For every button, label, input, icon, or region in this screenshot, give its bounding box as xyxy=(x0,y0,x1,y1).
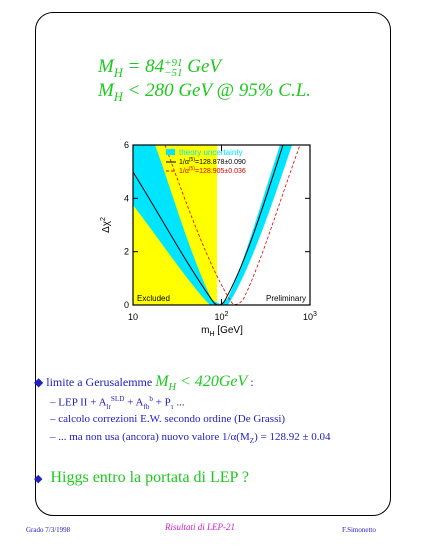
lb-a: 1/α xyxy=(179,159,189,166)
y-tick-label: 2 xyxy=(124,247,129,257)
xl-m: m xyxy=(201,325,209,336)
excluded-label: Excluded xyxy=(137,294,170,303)
bullet-2: ◆ Higgs entro la portata di LEP ? xyxy=(34,469,249,486)
sub-line-part: – calcolo correzioni E.W. secondo ordine… xyxy=(50,413,286,425)
yl-sup: 2 xyxy=(100,217,107,221)
b2-text: Higgs entro la portata di LEP ? xyxy=(50,469,249,486)
b1-sub: H xyxy=(168,382,177,394)
sub-line-part: Z xyxy=(249,437,255,446)
f1-low: −51 xyxy=(164,66,183,79)
legend-band: theory uncertainty xyxy=(179,148,243,157)
sub-line-part: SLD xyxy=(110,395,125,403)
x-tick-sup: 3 xyxy=(313,311,317,318)
f1-sup: +91 xyxy=(164,56,183,69)
sub-line-part: – LEP II + A xyxy=(50,396,107,409)
lb-sup: (5) xyxy=(189,157,195,163)
legend-band-swatch xyxy=(166,149,175,155)
lb-rest: =128.878±0.090 xyxy=(195,159,246,166)
sub-line-part: lr xyxy=(106,402,111,411)
red-curve xyxy=(164,144,301,305)
formula-2: MH < 280 GeV @ 95% C.L. xyxy=(98,80,311,105)
f1-eq: = 84 xyxy=(122,56,165,77)
x-tick-base: 10 xyxy=(128,312,138,322)
legend-black: 1/α(5)=128.878±0.090 xyxy=(179,157,246,166)
y-tick-label: 6 xyxy=(124,140,129,150)
x-tick-base: 10 xyxy=(303,312,313,322)
lr-rest: =128.905±0.036 xyxy=(195,168,246,175)
sub-line-part: ... xyxy=(173,396,185,409)
footer-center: Risultati di LEP-21 xyxy=(165,522,236,532)
sub-line: – ... ma non usa (ancora) nuovo valore 1… xyxy=(50,431,331,445)
f1-m: M xyxy=(98,56,114,77)
legend-red: 1/α(5)=128.905±0.036 xyxy=(179,166,246,175)
b1-colon: : xyxy=(247,375,254,389)
footer-left: Grado 7/3/1998 xyxy=(26,526,71,534)
x-tick-base: 10 xyxy=(215,312,225,322)
b1-m: M xyxy=(155,373,169,390)
f1-unit: GeV xyxy=(182,56,222,77)
sub-line-part: fb xyxy=(143,402,150,411)
f2-rest: < 280 GeV @ 95% C.L. xyxy=(122,80,312,101)
sub-line-part: ) = 128.92 ± 0.04 xyxy=(254,431,331,443)
bullet-1: ◆ limite a Gerusalemme MH < 420GeV : xyxy=(34,373,254,394)
b1-rest: < 420GeV xyxy=(176,373,248,390)
lr-sup: (5) xyxy=(189,166,195,172)
formula-1: MH = 84 +91 −51 GeV xyxy=(98,56,221,81)
sub-line: – calcolo correzioni E.W. secondo ordine… xyxy=(50,413,285,425)
xl-rest: [GeV] xyxy=(215,325,244,336)
x-tick-sup: 2 xyxy=(225,311,229,318)
xl-sub: H xyxy=(209,331,214,338)
f2-sub: H xyxy=(113,89,123,104)
sub-line: – LEP II + AlrSLD + Afbb + Pτ ... xyxy=(50,395,185,411)
sub-line-part: + A xyxy=(124,396,144,409)
y-label: Δχ2 xyxy=(100,217,112,233)
b1-lead: limite a Gerusalemme xyxy=(46,375,156,389)
f1-sub: H xyxy=(113,65,123,80)
slide-frame xyxy=(35,12,391,516)
sub-line-part: τ xyxy=(170,402,174,411)
x-tick-label: 10 xyxy=(128,312,138,322)
y-tick-label: 4 xyxy=(124,193,129,203)
footer-right: F.Simonetto xyxy=(342,526,376,534)
sub-line-part: b xyxy=(149,395,153,403)
f2-m: M xyxy=(98,80,114,101)
lr-a: 1/α xyxy=(179,168,189,175)
sub-line-part: + P xyxy=(152,396,171,409)
x-tick-label: 103 xyxy=(303,311,317,322)
preliminary-label: Preliminary xyxy=(266,294,306,303)
sub-line-part: – ... ma non usa (ancora) nuovo valore 1… xyxy=(50,431,250,443)
yl-a: Δχ xyxy=(101,220,112,233)
y-tick-label: 0 xyxy=(124,300,129,310)
x-tick-label: 102 xyxy=(215,311,229,322)
x-label: mH [GeV] xyxy=(201,325,243,338)
